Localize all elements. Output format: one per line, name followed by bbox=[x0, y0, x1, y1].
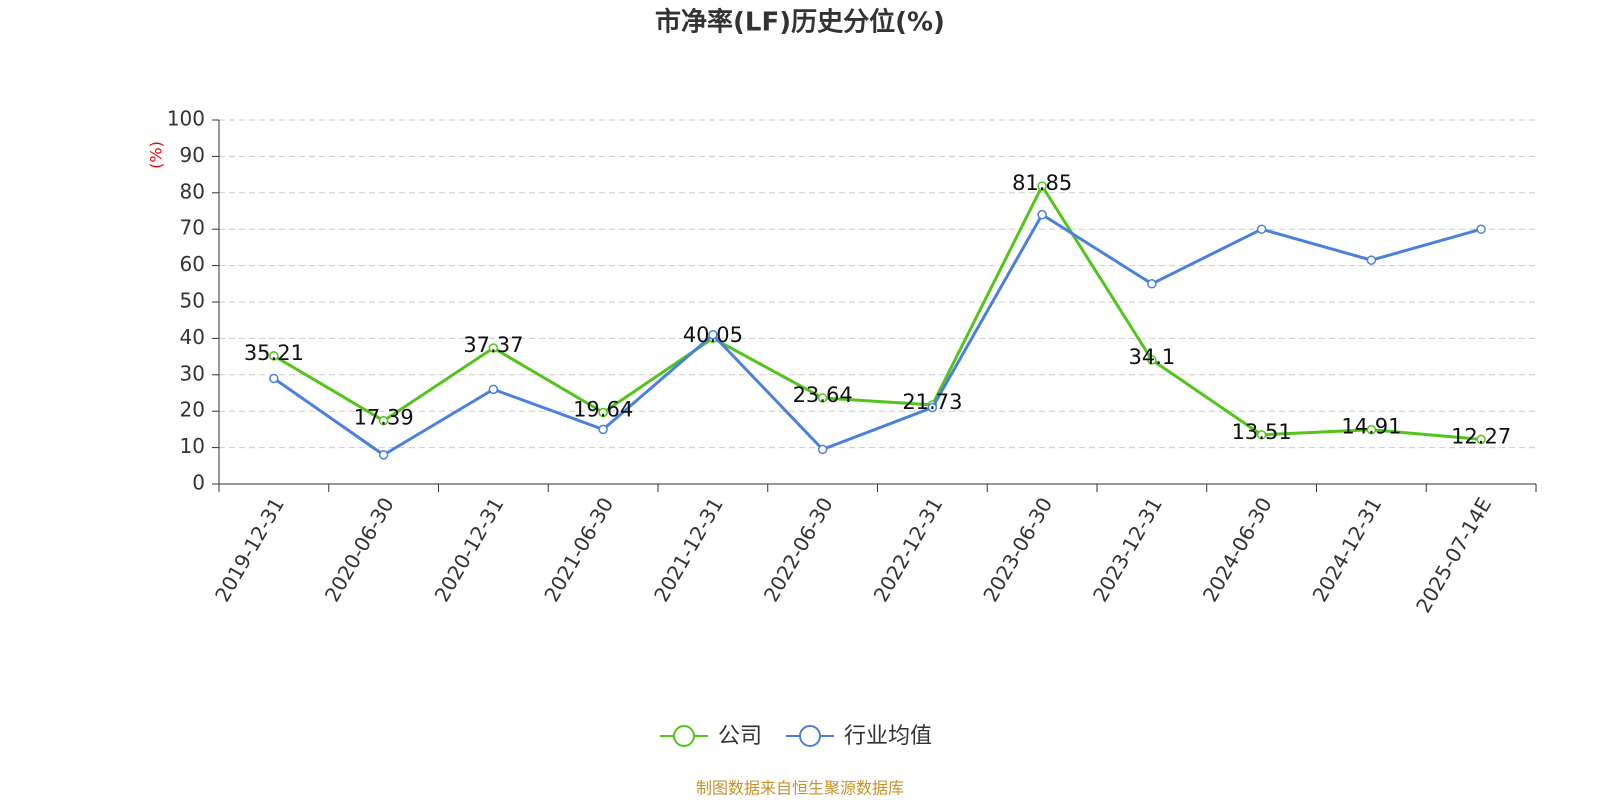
series-line bbox=[273, 183, 1482, 441]
data-point bbox=[269, 351, 279, 361]
x-tick-label: 2024-06-30 bbox=[1198, 493, 1277, 606]
y-tick-label: 40 bbox=[180, 325, 205, 349]
data-point bbox=[1037, 209, 1047, 220]
data-label: 13.51 bbox=[1232, 420, 1292, 444]
data-label: 40.05 bbox=[683, 323, 743, 347]
source-note: 制图数据来自恒生聚源数据库 bbox=[696, 779, 904, 798]
data-point bbox=[1256, 430, 1267, 440]
data-label: 14.91 bbox=[1341, 415, 1401, 439]
x-tick-label: 2024-12-31 bbox=[1308, 493, 1387, 606]
y-axis-label: (%) bbox=[147, 141, 166, 169]
y-tick-label: 0 bbox=[192, 471, 205, 495]
data-label: 37.37 bbox=[463, 333, 523, 357]
y-tick-label: 30 bbox=[180, 361, 205, 385]
y-tick-label: 80 bbox=[180, 179, 205, 203]
data-point bbox=[708, 330, 718, 340]
legend-marker bbox=[799, 725, 822, 747]
data-label: 12.27 bbox=[1451, 424, 1511, 448]
data-point bbox=[1476, 224, 1486, 234]
data-label: 17.39 bbox=[354, 406, 414, 430]
x-tick-label: 2021-06-30 bbox=[539, 493, 618, 606]
y-tick-label: 70 bbox=[180, 216, 205, 240]
series-line bbox=[273, 212, 1482, 457]
data-point bbox=[1476, 434, 1486, 445]
data-point bbox=[598, 424, 608, 435]
data-point bbox=[1037, 181, 1047, 191]
data-point bbox=[817, 393, 828, 403]
y-tick-label: 10 bbox=[180, 434, 205, 458]
data-point bbox=[378, 450, 389, 460]
x-tick-label: 2022-12-31 bbox=[869, 493, 948, 606]
data-point bbox=[1147, 355, 1157, 365]
data-point bbox=[1256, 224, 1267, 234]
y-tick-label: 20 bbox=[180, 398, 205, 422]
x-tick-label: 2022-06-30 bbox=[759, 493, 838, 606]
data-label: 34.1 bbox=[1128, 345, 1175, 369]
x-tick-label: 2025-07-14E bbox=[1411, 493, 1496, 617]
x-tick-label: 2021-12-31 bbox=[649, 493, 728, 606]
data-label: 35.21 bbox=[244, 341, 304, 365]
data-point bbox=[1366, 255, 1377, 265]
legend-label: 公司 bbox=[718, 724, 762, 749]
data-label: 21.73 bbox=[902, 390, 962, 414]
data-point bbox=[488, 343, 499, 353]
x-tick-label: 2020-06-30 bbox=[320, 493, 399, 606]
legend-label: 行业均值 bbox=[844, 724, 932, 749]
y-tick-label: 60 bbox=[180, 252, 205, 276]
data-label: 81.85 bbox=[1012, 171, 1072, 195]
chart-title: 市净率(LF)历史分位(%) bbox=[655, 7, 945, 38]
y-tick-label: 100 bbox=[167, 107, 205, 131]
data-point bbox=[378, 415, 389, 426]
x-tick-label: 2020-12-31 bbox=[430, 493, 509, 606]
data-label: 23.64 bbox=[793, 383, 853, 407]
x-tick-label: 2019-12-31 bbox=[210, 493, 289, 606]
data-point bbox=[1366, 424, 1377, 435]
data-point bbox=[927, 402, 938, 413]
data-label: 19.64 bbox=[573, 398, 633, 422]
y-tick-label: 50 bbox=[180, 289, 205, 313]
x-tick-label: 2023-06-30 bbox=[978, 493, 1057, 606]
y-tick-label: 90 bbox=[180, 143, 205, 167]
data-point bbox=[1147, 279, 1157, 289]
data-point bbox=[269, 373, 279, 384]
data-point bbox=[817, 444, 828, 455]
x-tick-label: 2023-12-31 bbox=[1088, 493, 1167, 606]
data-point bbox=[598, 407, 608, 418]
legend-marker bbox=[673, 725, 695, 747]
data-point bbox=[488, 384, 499, 395]
